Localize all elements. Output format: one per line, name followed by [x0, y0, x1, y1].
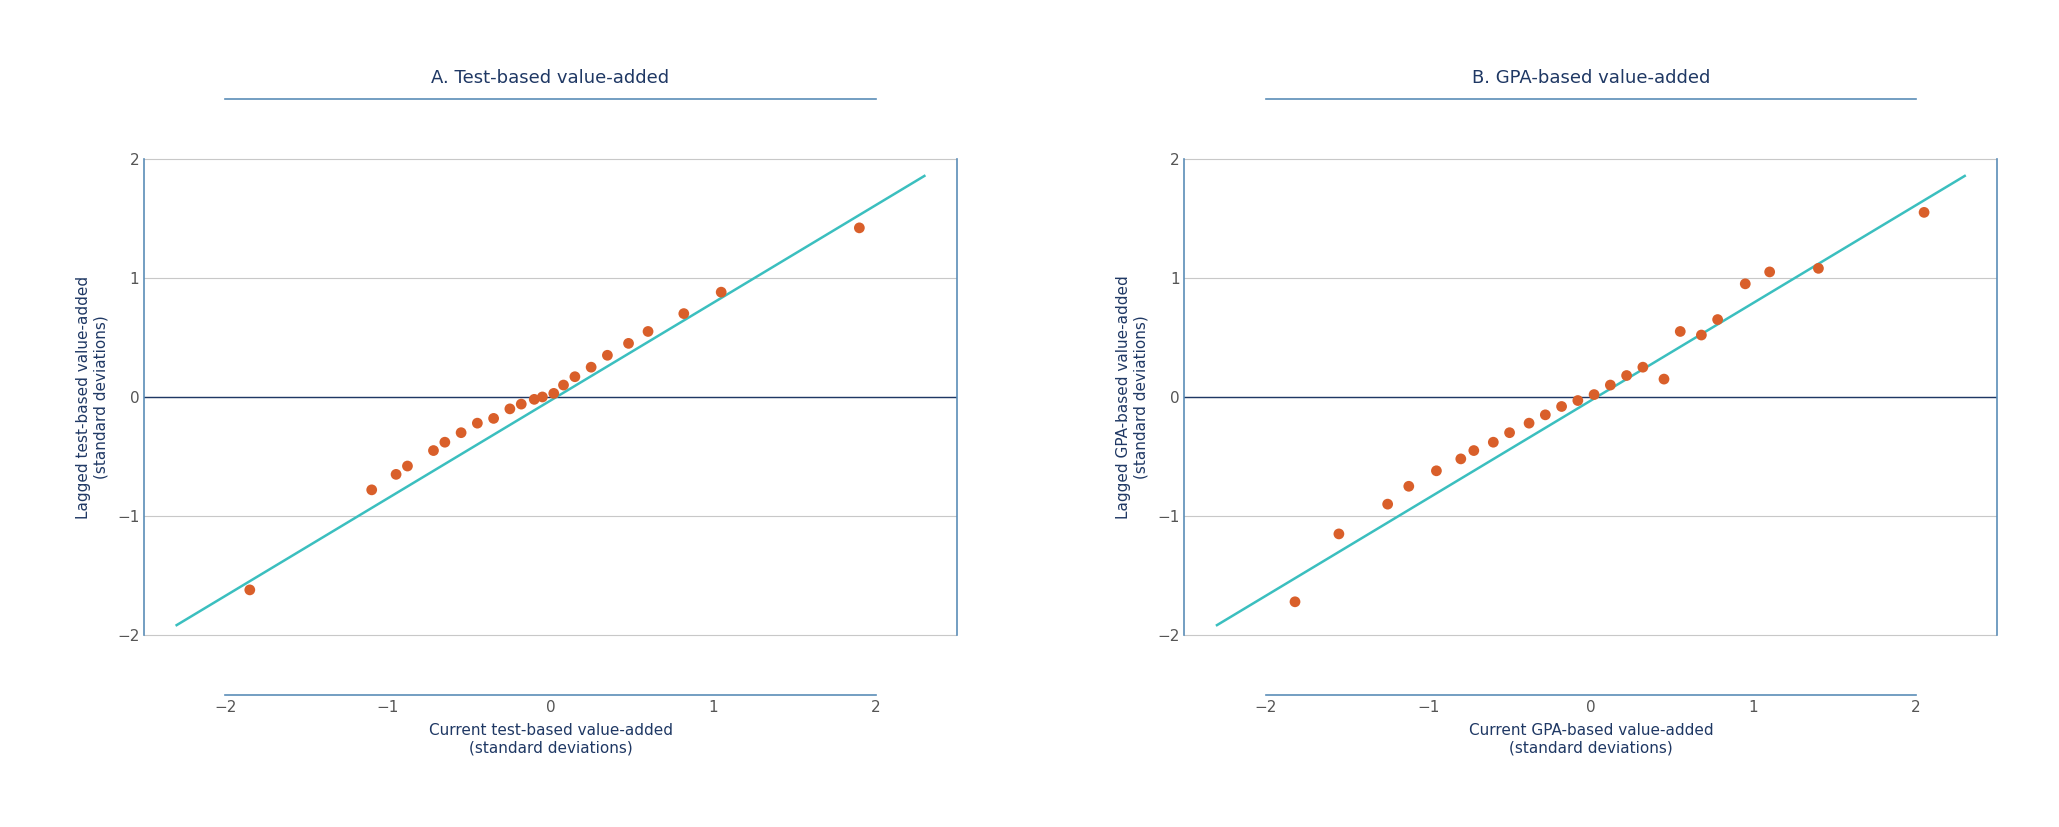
Point — [574, 361, 607, 374]
Point — [667, 307, 700, 320]
Point — [1544, 400, 1577, 414]
Point — [1322, 528, 1355, 541]
Point — [525, 390, 558, 404]
Point — [704, 285, 737, 299]
Point — [428, 436, 461, 449]
X-axis label: Current test-based value-added
(standard deviations): Current test-based value-added (standard… — [428, 723, 673, 755]
Point — [233, 583, 266, 596]
Point — [1627, 361, 1660, 374]
Point — [1561, 394, 1594, 407]
Point — [1701, 313, 1734, 326]
Point — [1443, 452, 1476, 466]
Title: A. Test-based value-added: A. Test-based value-added — [432, 69, 669, 87]
Point — [494, 402, 527, 415]
Point — [1530, 409, 1563, 422]
Point — [1647, 372, 1680, 385]
Y-axis label: Lagged GPA-based value-added
(standard deviations): Lagged GPA-based value-added (standard d… — [1116, 275, 1149, 519]
Point — [1802, 261, 1835, 275]
Point — [842, 222, 875, 235]
Point — [1594, 379, 1627, 392]
Point — [356, 483, 389, 496]
Point — [1458, 444, 1491, 457]
Point — [1752, 265, 1785, 279]
Point — [1279, 595, 1312, 609]
Point — [558, 370, 591, 384]
X-axis label: Current GPA-based value-added
(standard deviations): Current GPA-based value-added (standard … — [1468, 723, 1713, 755]
Point — [504, 398, 537, 411]
Title: B. GPA-based value-added: B. GPA-based value-added — [1472, 69, 1711, 87]
Point — [548, 379, 581, 392]
Point — [1730, 277, 1763, 290]
Point — [612, 337, 644, 350]
Point — [445, 426, 478, 439]
Point — [1513, 417, 1546, 430]
Point — [1371, 498, 1404, 511]
Point — [379, 468, 412, 481]
Point — [1421, 464, 1454, 477]
Point — [391, 460, 424, 473]
Point — [1392, 480, 1425, 493]
Point — [591, 349, 624, 362]
Y-axis label: Lagged test-based value-added
(standard deviations): Lagged test-based value-added (standard … — [76, 275, 109, 519]
Point — [461, 417, 494, 430]
Point — [1684, 328, 1717, 342]
Point — [1476, 436, 1509, 449]
Point — [517, 393, 550, 406]
Point — [1664, 325, 1697, 338]
Point — [1577, 388, 1610, 401]
Point — [478, 412, 511, 425]
Point — [537, 387, 570, 400]
Point — [632, 325, 665, 338]
Point — [1493, 426, 1526, 439]
Point — [1610, 369, 1643, 382]
Point — [1907, 206, 1940, 219]
Point — [418, 444, 451, 457]
